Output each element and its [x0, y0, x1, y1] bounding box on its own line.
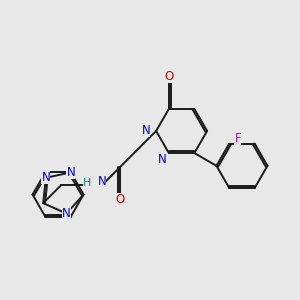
Text: N: N: [66, 166, 75, 179]
Text: F: F: [234, 132, 241, 145]
Text: N: N: [98, 175, 106, 188]
Text: O: O: [164, 70, 173, 83]
Text: N: N: [158, 153, 167, 167]
Text: O: O: [116, 193, 125, 206]
Text: N: N: [62, 207, 71, 220]
Text: H: H: [82, 178, 91, 188]
Text: N: N: [142, 124, 150, 137]
Text: N: N: [41, 171, 50, 184]
